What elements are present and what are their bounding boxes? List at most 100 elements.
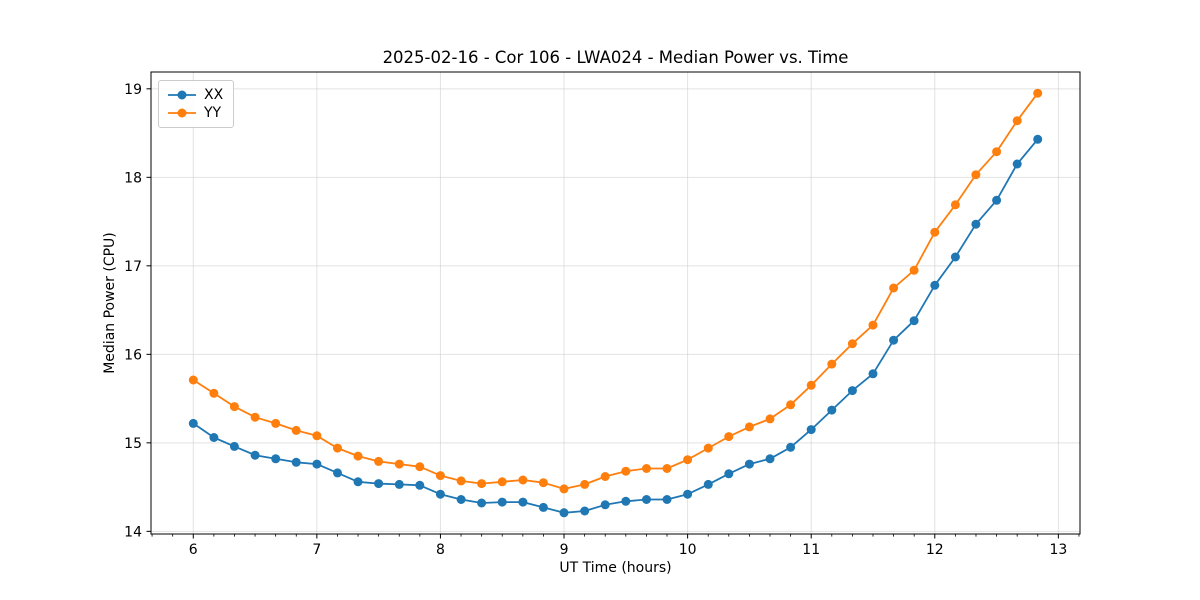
- series-xx-point: [353, 477, 363, 487]
- chart-title: 2025-02-16 - Cor 106 - LWA024 - Median P…: [382, 48, 849, 67]
- series-yy-point: [642, 464, 651, 473]
- x-tick-label: 10: [679, 542, 697, 558]
- x-tick-label: 9: [560, 542, 569, 558]
- series-yy-point: [786, 400, 796, 410]
- series-xx-point: [538, 502, 548, 512]
- series-xx-point: [271, 454, 281, 464]
- series-yy-point: [353, 451, 363, 461]
- series-xx-point: [1012, 159, 1022, 169]
- series-yy-point: [930, 227, 940, 237]
- y-axis-label: Median Power (CPU): [102, 232, 118, 374]
- series-xx-point: [992, 195, 1002, 205]
- series-xx-point: [374, 479, 384, 489]
- series-xx-point: [333, 468, 342, 478]
- series-yy-point: [456, 476, 466, 486]
- series-xx-point: [518, 497, 528, 507]
- legend-marker-yy: [168, 108, 196, 118]
- series-yy-point: [559, 484, 569, 494]
- series-xx-point: [786, 442, 796, 452]
- x-tick-label: 11: [802, 542, 820, 558]
- series-xx-point: [291, 457, 301, 467]
- series-yy-point: [291, 425, 301, 435]
- x-tick-label: 8: [436, 542, 445, 558]
- series-yy-point: [394, 459, 404, 469]
- series-yy-point: [518, 475, 528, 485]
- series-yy-point: [703, 443, 713, 453]
- series-yy-point: [827, 359, 837, 369]
- series-xx-point: [435, 489, 445, 499]
- series-xx-line: [192, 138, 1039, 514]
- legend-marker-xx: [168, 90, 196, 100]
- series-yy-point: [992, 147, 1002, 157]
- series-yy-point: [580, 479, 590, 489]
- series-xx-point: [868, 369, 878, 379]
- x-tick-label: 7: [312, 542, 321, 558]
- series-xx-point: [683, 489, 693, 499]
- series-xx-point: [394, 479, 404, 489]
- y-tick-label: 18: [124, 170, 142, 186]
- series-yy-point: [950, 200, 960, 210]
- series-yy-point: [971, 170, 981, 180]
- series-xx-point: [497, 497, 507, 507]
- series-xx-point: [662, 495, 672, 504]
- y-tick-label: 16: [124, 347, 142, 363]
- series-yy-point: [909, 265, 919, 275]
- series-xx-point: [312, 459, 322, 469]
- x-tick-label: 13: [1049, 542, 1067, 558]
- axes-frame: [150, 71, 1081, 535]
- series-xx-point: [621, 496, 631, 506]
- series-xx-point: [559, 508, 569, 518]
- series-xx-point: [580, 506, 590, 516]
- series-xx-point: [724, 469, 734, 479]
- series-xx-point: [250, 450, 260, 460]
- series-xx-point: [950, 252, 960, 262]
- series-yy-point: [1012, 116, 1022, 126]
- series-yy-point: [621, 466, 631, 476]
- series-yy-point: [188, 375, 198, 385]
- series-xx-point: [703, 479, 713, 489]
- series-xx-point: [209, 433, 219, 442]
- series-xx-point: [909, 316, 919, 326]
- series-yy-point: [271, 418, 281, 428]
- series-yy-point: [435, 471, 445, 481]
- series-xx-point: [415, 480, 425, 490]
- series-yy-point: [683, 455, 693, 465]
- series-yy-point: [600, 472, 610, 481]
- series-xx-point: [642, 495, 651, 504]
- series-xx-point: [971, 219, 981, 229]
- series-yy-point: [847, 339, 857, 349]
- series-yy-point: [1033, 88, 1043, 98]
- x-tick-label: 12: [926, 542, 944, 558]
- series-yy-point: [744, 422, 754, 432]
- y-tick-label: 17: [124, 259, 142, 275]
- series-xx-point: [600, 500, 610, 510]
- series-yy-point: [374, 456, 384, 466]
- series-xx-point: [229, 441, 239, 451]
- legend-label: YY: [204, 105, 222, 121]
- series-yy-point: [477, 479, 487, 489]
- series-yy-point: [333, 443, 342, 453]
- x-tick-label: 6: [189, 542, 198, 558]
- series-yy-point: [724, 432, 734, 442]
- series-yy-point: [209, 388, 219, 398]
- series-xx-point: [765, 454, 775, 464]
- series-yy-point: [250, 412, 260, 422]
- series-xx-point: [827, 405, 837, 415]
- x-axis-label: UT Time (hours): [559, 560, 672, 576]
- series-xx-point: [889, 335, 899, 345]
- series-yy-point: [538, 478, 548, 488]
- series-yy-point: [415, 462, 425, 472]
- y-tick-label: 15: [124, 436, 142, 452]
- y-tick-label: 14: [124, 524, 142, 540]
- series-xx-point: [1033, 134, 1043, 144]
- series-yy-point: [889, 283, 899, 293]
- series-yy-line: [192, 92, 1039, 490]
- series-xx-point: [456, 495, 466, 504]
- series-yy-point: [497, 477, 507, 487]
- series-xx-point: [806, 425, 816, 435]
- legend: XX YY: [158, 80, 235, 128]
- series-xx-point: [188, 418, 198, 428]
- series-xx-point: [847, 386, 857, 396]
- series-xx-point: [744, 459, 754, 469]
